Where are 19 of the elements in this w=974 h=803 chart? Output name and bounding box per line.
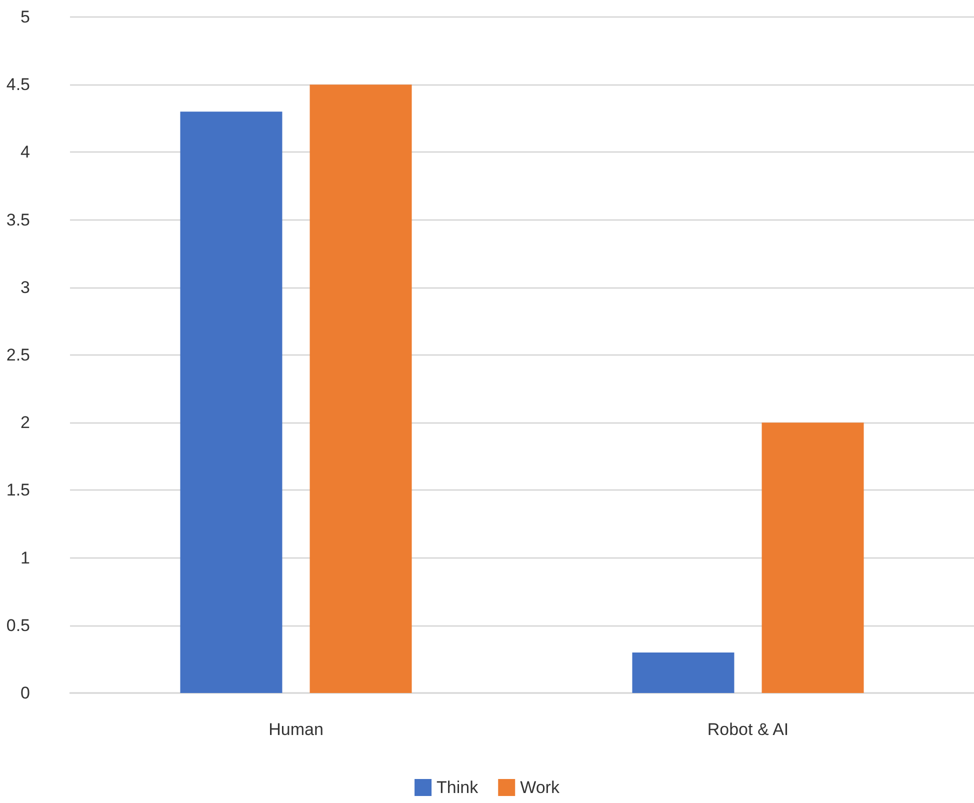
x-tick-label: Robot & AI bbox=[707, 720, 789, 739]
y-tick-label: 2 bbox=[20, 413, 30, 432]
x-tick-label: Human bbox=[268, 720, 324, 739]
y-tick-label: 4.5 bbox=[6, 75, 30, 94]
y-tick-label: 1 bbox=[20, 548, 30, 568]
bar bbox=[310, 84, 412, 693]
bar bbox=[762, 422, 864, 693]
y-tick-label: 0.5 bbox=[6, 616, 30, 635]
legend-label: Work bbox=[520, 778, 560, 797]
y-tick-label: 1.5 bbox=[6, 480, 30, 500]
legend-label: Think bbox=[436, 778, 479, 797]
y-tick-label: 2.5 bbox=[6, 346, 30, 364]
y-tick-label: 4 bbox=[20, 142, 30, 162]
y-tick-label: 5 bbox=[20, 8, 30, 26]
y-tick-label: 0 bbox=[20, 684, 30, 702]
bar bbox=[632, 652, 734, 693]
y-tick-label: 3.5 bbox=[6, 210, 30, 230]
bar bbox=[180, 112, 282, 693]
y-tick-label: 3 bbox=[20, 278, 30, 297]
